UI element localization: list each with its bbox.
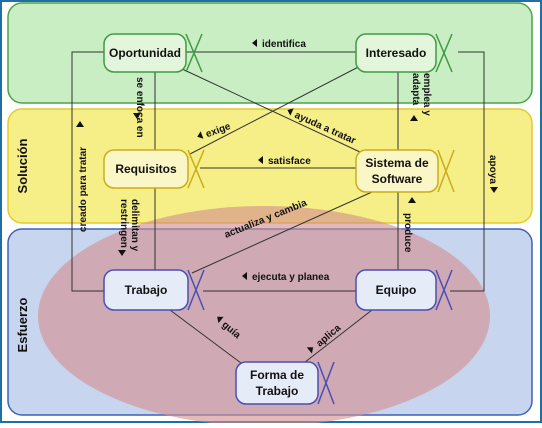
alpha-requisitos[interactable]: Requisitos — [103, 149, 205, 189]
arrow-left-icon — [252, 39, 257, 47]
relation-label: identifica — [262, 39, 306, 50]
line-guia — [169, 309, 246, 367]
line-actualiza-y-cambia — [191, 191, 373, 274]
arrow-up-icon — [410, 115, 418, 121]
arrow-up-icon — [76, 121, 84, 127]
relation-label-line2: adapta — [410, 73, 421, 106]
relation-label: satisface — [268, 156, 311, 167]
alpha-label-line1: Sistema de — [365, 156, 429, 170]
line-apoya — [450, 51, 485, 292]
state-cross-icon — [435, 269, 453, 311]
arrow-left-icon — [258, 156, 263, 164]
arrow-down-icon — [490, 187, 498, 193]
alpha-box — [103, 269, 189, 311]
line-aplica — [299, 309, 373, 367]
alpha-label-line1: Forma de — [250, 368, 304, 382]
alpha-label: Equipo — [376, 283, 417, 297]
relation-label-line2: restringen — [118, 199, 129, 248]
relation-label: ejecuta y planea — [252, 272, 330, 283]
line-ayuda-a-tratar — [179, 67, 361, 153]
state-cross-icon — [187, 149, 205, 189]
arrow-left-icon — [242, 272, 247, 280]
relation-label: apoya — [487, 155, 498, 184]
alpha-oportunidad[interactable]: Oportunidad — [103, 33, 203, 73]
relation-produce: produce — [402, 213, 413, 253]
relation-emplea-y-adapta: emplea y adapta — [410, 73, 432, 116]
alpha-box — [355, 33, 437, 73]
state-cross-icon — [435, 33, 453, 73]
relation-label-line1: delimitan y — [129, 199, 140, 252]
alpha-label-line2: Software — [372, 172, 423, 186]
alpha-label: Trabajo — [125, 283, 168, 297]
area-oportunidad — [7, 2, 533, 104]
alpha-forma-de-trabajo[interactable]: Forma de Trabajo — [235, 361, 335, 405]
effort-ellipse — [38, 206, 490, 426]
alpha-box — [355, 269, 437, 311]
alpha-box — [235, 361, 319, 405]
alpha-box — [103, 33, 187, 73]
relation-apoya: apoya — [487, 155, 498, 184]
arrow-left-icon — [287, 108, 294, 116]
state-cross-icon — [187, 269, 205, 311]
arrow-down-icon — [118, 250, 126, 256]
alpha-box — [355, 149, 439, 193]
relation-label: se enfoca en — [134, 77, 145, 138]
arrow-down-icon — [133, 113, 141, 119]
state-cross-icon — [185, 33, 203, 73]
relation-se-enfoca-en: se enfoca en — [134, 77, 145, 138]
arrow-left-icon — [217, 316, 224, 324]
relation-creado-para-tratar: creado para tratar — [78, 147, 89, 232]
state-cross-icon — [317, 361, 335, 405]
relation-label: produce — [402, 213, 413, 253]
alpha-label: Oportunidad — [109, 46, 181, 60]
alpha-trabajo[interactable]: Trabajo — [103, 269, 205, 311]
alpha-label: Requisitos — [115, 162, 177, 176]
state-cross-icon — [437, 149, 455, 193]
alpha-label-line2: Trabajo — [256, 384, 299, 398]
relation-satisface: satisface — [258, 156, 311, 167]
alpha-sistema-de-software[interactable]: Sistema de Software — [355, 149, 455, 193]
area-label-esfuerzo: Esfuerzo — [15, 297, 30, 352]
area-label-solucion: Solución — [15, 138, 30, 193]
alpha-label: Interesado — [366, 46, 427, 60]
arrow-up-icon — [408, 197, 416, 203]
line-exige — [189, 61, 369, 155]
relation-delimitan-y-restringen: delimitan y restringen — [118, 199, 140, 252]
alpha-box — [103, 149, 189, 189]
relation-identifica: identifica — [252, 39, 306, 50]
line-creado-para-tratar — [71, 51, 105, 292]
relation-ejecuta-y-planea: ejecuta y planea — [242, 272, 330, 283]
arrow-left-icon — [306, 347, 314, 354]
alpha-equipo[interactable]: Equipo — [355, 269, 453, 311]
arrow-left-icon — [197, 131, 204, 139]
relation-label-line1: emplea y — [421, 73, 432, 116]
alpha-interesado[interactable]: Interesado — [355, 33, 453, 73]
relation-label: creado para tratar — [78, 147, 89, 232]
connector-lines — [71, 51, 485, 367]
